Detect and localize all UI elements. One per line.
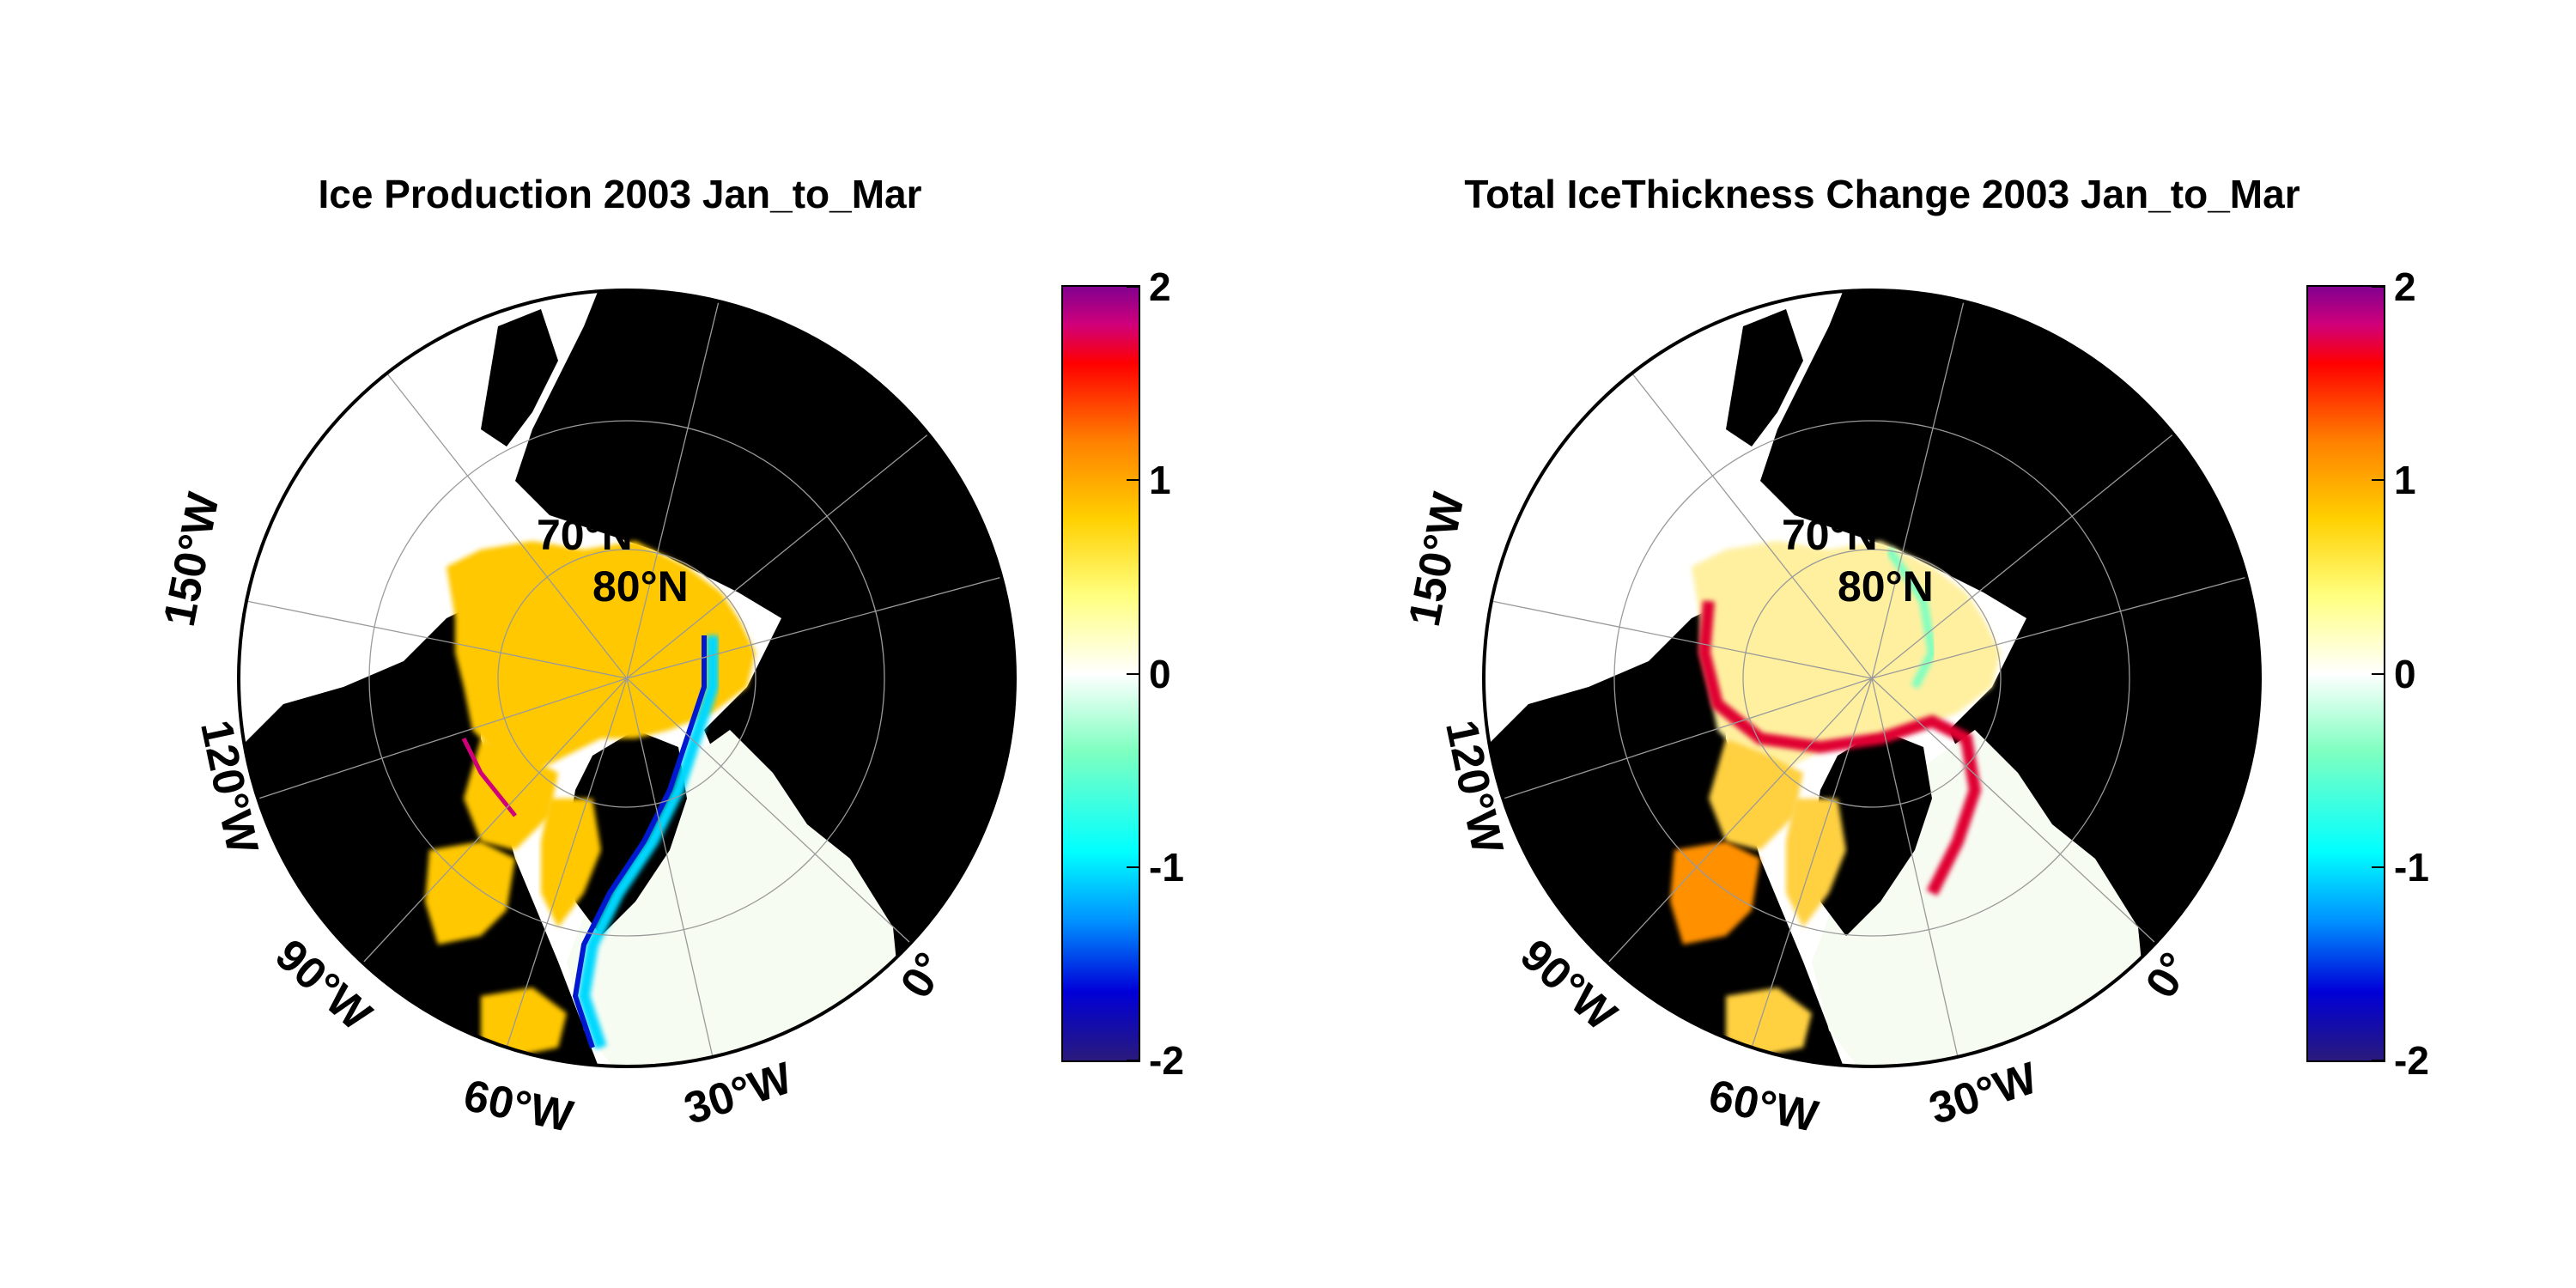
land-mass bbox=[481, 309, 558, 447]
sea-ice-field bbox=[1726, 987, 1812, 1056]
lat-label-80: 80°N bbox=[1838, 562, 1934, 611]
colorbar-tick-label: 2 bbox=[1149, 264, 1171, 309]
colorbar-tick-label: 0 bbox=[2394, 652, 2416, 696]
land-mass bbox=[1812, 730, 1932, 936]
lat-label-70: 70°N bbox=[537, 511, 633, 559]
graticule bbox=[1491, 301, 2248, 1058]
colorbar: 2 1 0 -1 -2 bbox=[2306, 264, 2429, 1083]
graticule bbox=[246, 301, 1003, 1058]
ice-edge-margin bbox=[1698, 600, 1982, 896]
colorbar-tick-label: -1 bbox=[2394, 845, 2429, 890]
ice-edge-margin bbox=[577, 635, 719, 1050]
colorbar-tick-label: 1 bbox=[2394, 458, 2416, 502]
sea-ice-field bbox=[1709, 738, 1803, 850]
colorbar-tick-label: 0 bbox=[1149, 652, 1171, 696]
colorbar-tick-label: 1 bbox=[1149, 458, 1171, 502]
colorbar-ticks bbox=[2372, 286, 2385, 1061]
polar-map bbox=[1484, 290, 2260, 1066]
land-mass bbox=[515, 290, 1015, 1066]
map-border bbox=[1482, 289, 2262, 1068]
sea-ice-field bbox=[425, 841, 515, 945]
colorbar-tick-label: -1 bbox=[1149, 845, 1184, 890]
lat-label-80: 80°N bbox=[592, 562, 689, 611]
sea-ice-field bbox=[447, 541, 756, 773]
sea-ice-field bbox=[464, 738, 558, 850]
latitude-labels: 70°N 80°N bbox=[1782, 511, 1934, 611]
lon-label-150w: 150°W bbox=[1400, 488, 1474, 630]
polar-map bbox=[239, 290, 1015, 1066]
colorbar-tick-label: -2 bbox=[1149, 1038, 1184, 1083]
land-mass bbox=[1726, 309, 1803, 447]
panel-title: Total IceThickness Change 2003 Jan_to_Ma… bbox=[1464, 172, 2300, 216]
panel-title: Ice Production 2003 Jan_to_Mar bbox=[318, 172, 921, 216]
lon-label-60w: 60°W bbox=[1704, 1071, 1823, 1142]
lon-label-150w: 150°W bbox=[155, 488, 229, 630]
latitude-labels: 70°N 80°N bbox=[537, 511, 689, 611]
colorbar-ticks bbox=[1127, 286, 1139, 1061]
land-mass bbox=[1760, 290, 2260, 1066]
colorbar-tick-label: 2 bbox=[2394, 264, 2416, 309]
land-mass bbox=[567, 730, 687, 936]
lon-label-30w: 30°W bbox=[678, 1053, 799, 1134]
panel-ice-production: Ice Production 2003 Jan_to_Mar bbox=[155, 172, 1184, 1142]
lon-label-60w: 60°W bbox=[459, 1071, 578, 1142]
lon-label-30w: 30°W bbox=[1923, 1053, 2044, 1134]
panel-ice-thickness-change: Total IceThickness Change 2003 Jan_to_Ma… bbox=[1400, 172, 2429, 1142]
colorbar: 2 1 0 -1 -2 bbox=[1061, 264, 1184, 1083]
lat-label-70: 70°N bbox=[1782, 511, 1878, 559]
ice-edge-margin bbox=[572, 635, 707, 1048]
sea-ice-field bbox=[481, 987, 567, 1056]
map-border bbox=[237, 289, 1017, 1068]
sea-ice-field bbox=[1670, 841, 1760, 945]
colorbar-tick-label: -2 bbox=[2394, 1038, 2429, 1083]
ice-edge-margin bbox=[1885, 547, 1937, 690]
ice-edge-margin bbox=[461, 737, 517, 817]
